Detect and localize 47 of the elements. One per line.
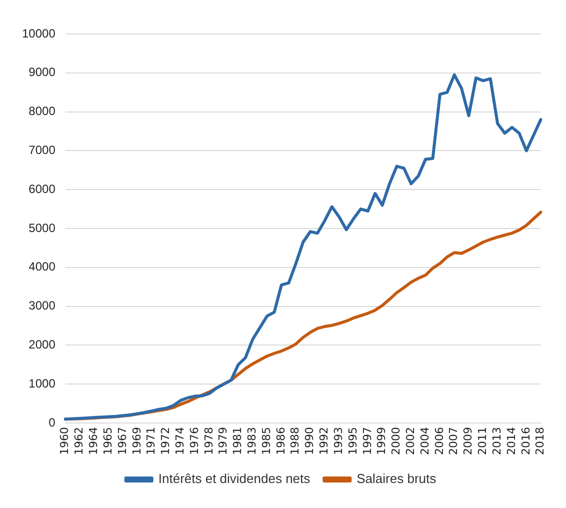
x-tick-label: 1992 — [318, 427, 331, 456]
y-tick-label: 3000 — [28, 298, 56, 313]
x-tick-label: 1972 — [159, 427, 172, 456]
y-tick-label: 2000 — [28, 338, 56, 352]
x-tick-label: 1971 — [144, 427, 158, 456]
y-tick-label: 8000 — [28, 104, 56, 118]
x-tick-label: 1964 — [87, 427, 100, 456]
x-tick-label: 1969 — [130, 427, 144, 456]
x-tick-label: 1995 — [346, 427, 360, 456]
x-tick-label: 1965 — [101, 427, 114, 456]
x-tick-label: 1979 — [216, 427, 230, 456]
x-tick-label: 1990 — [303, 427, 316, 456]
x-tick-label: 1993 — [332, 427, 345, 456]
x-tick-label: 2011 — [476, 427, 490, 456]
x-tick-label: 2018 — [534, 427, 547, 456]
x-tick-label: 1983 — [246, 427, 259, 456]
y-tick-label: 4000 — [28, 260, 56, 274]
x-tick-label: 2002 — [404, 427, 417, 456]
x-tick-label: 1976 — [188, 427, 201, 456]
y-tick-label: 10000 — [22, 26, 56, 40]
y-tick-label: 1000 — [28, 376, 56, 390]
x-tick-label: 1997 — [360, 427, 374, 456]
y-tick-label: 7000 — [28, 143, 56, 158]
x-tick-label: 1985 — [260, 427, 273, 456]
x-tick-label: 2004 — [418, 427, 432, 456]
x-tick-label: 1962 — [72, 427, 86, 456]
x-tick-label: 2009 — [462, 427, 475, 456]
x-tick-label: 2014 — [504, 427, 518, 456]
y-tick-label: 9000 — [28, 65, 56, 80]
x-tick-label: 2016 — [519, 427, 532, 456]
x-tick-label: 2007 — [447, 427, 460, 456]
x-tick-label: 1981 — [231, 427, 244, 456]
x-tick-label: 1974 — [173, 427, 186, 456]
y-tick-label: 6000 — [28, 182, 56, 196]
x-tick-label: 1988 — [288, 427, 302, 456]
x-tick-label: 1967 — [116, 427, 129, 456]
x-tick-label: 2006 — [432, 427, 446, 456]
x-tick-label: 2013 — [490, 427, 504, 456]
x-tick-label: 1978 — [202, 427, 216, 456]
x-tick-label: 1986 — [274, 427, 288, 456]
x-tick-label: 1960 — [58, 427, 72, 456]
y-tick-label: 5000 — [28, 220, 56, 235]
legend-label: Salaires bruts — [356, 471, 437, 486]
x-tick-label: 2000 — [390, 427, 403, 456]
y-tick-label: 0 — [48, 415, 56, 430]
x-tick-label: 1999 — [375, 427, 388, 456]
legend-label: Intérêts et dividendes nets — [158, 471, 311, 486]
